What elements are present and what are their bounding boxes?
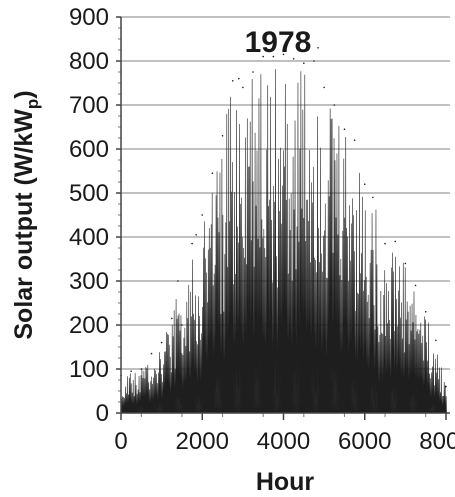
y-tick-label: 200 <box>69 312 109 339</box>
y-axis-title-main: Solar output (W/kW <box>10 109 38 340</box>
y-tick-label: 800 <box>69 48 109 75</box>
y-tick-label: 600 <box>69 136 109 163</box>
series-0-area <box>120 69 447 414</box>
series-0-point <box>372 196 374 199</box>
x-tick-label: 2000 <box>176 428 229 455</box>
series-0-point <box>384 242 386 245</box>
series-0-point <box>195 234 197 236</box>
data-layer <box>120 47 447 414</box>
x-tick-label: 8000 <box>419 428 455 455</box>
series-0-point <box>323 86 325 89</box>
series-0-point <box>170 317 173 320</box>
series-0-point <box>353 139 356 141</box>
x-axis-title: Hour <box>256 468 315 496</box>
series-0-point <box>191 242 193 245</box>
y-tick-label: 0 <box>96 400 109 427</box>
series-0-point <box>303 62 305 64</box>
series-0-point <box>435 339 437 342</box>
y-tick-label: 500 <box>69 180 109 207</box>
y-axis-title-subscript: p <box>23 99 42 109</box>
series-0-point <box>238 77 240 80</box>
x-tick-label: 4000 <box>257 428 310 455</box>
axes <box>120 17 450 414</box>
y-axis-title-close: ) <box>10 90 38 98</box>
series-0-point <box>130 370 132 373</box>
y-axis-title: Solar output (W/kWp) <box>10 90 42 339</box>
chart-title: 1978 <box>245 26 312 59</box>
series-0-point <box>177 280 179 282</box>
series-0-point <box>221 135 224 137</box>
series-0-point <box>181 324 183 326</box>
series-0-point <box>282 53 285 56</box>
series-0-point <box>231 80 234 82</box>
x-tick-label: 6000 <box>338 428 391 455</box>
y-tick-label: 300 <box>69 268 109 295</box>
series-0-point <box>211 172 214 174</box>
series-0-point <box>252 71 254 73</box>
series-0-point <box>414 284 417 287</box>
series-0-point <box>242 86 244 89</box>
series-0-point <box>313 60 315 62</box>
tick-labels: 0 100 200 300 400 500 600 700 800 900 0 2000 4000 600… <box>69 4 455 455</box>
series-0-point <box>292 58 295 60</box>
x-tick-label: 0 <box>114 428 127 455</box>
y-tick-label: 900 <box>69 4 109 31</box>
series-0-point <box>262 55 264 58</box>
series-0-point <box>140 368 143 370</box>
series-0-point <box>394 240 397 243</box>
y-tick-label: 400 <box>69 224 109 251</box>
series-0-point <box>343 128 346 130</box>
series-0-point <box>445 385 447 388</box>
series-0-point <box>317 47 319 49</box>
y-tick-label: 100 <box>69 356 109 383</box>
series-0-point <box>272 55 275 58</box>
series-0-point <box>333 104 336 106</box>
series-0-point <box>201 214 204 216</box>
series-0-point <box>404 262 407 265</box>
y-tick-label: 700 <box>69 92 109 119</box>
series-0-point <box>160 341 163 344</box>
series-0-point <box>363 183 366 185</box>
series-0-point <box>150 352 153 355</box>
series-0-point <box>424 311 427 313</box>
